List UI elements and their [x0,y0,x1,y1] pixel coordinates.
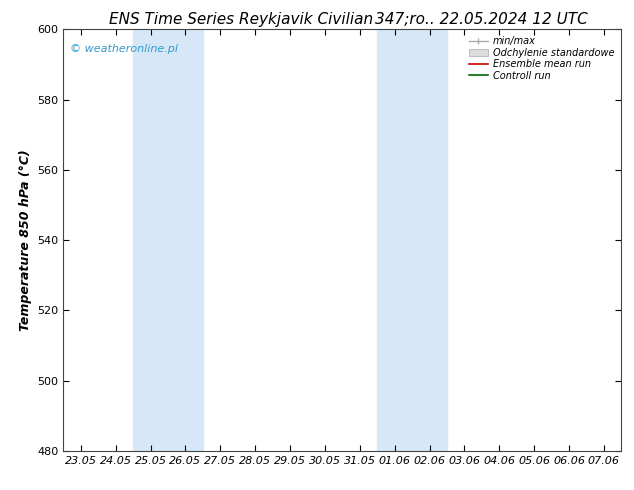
Bar [377,29,447,451]
Bar [133,29,203,451]
Text: © weatheronline.pl: © weatheronline.pl [70,44,178,54]
Y-axis label: Temperature 850 hPa (°C): Temperature 850 hPa (°C) [19,149,32,331]
Text: ENS Time Series Reykjavik Civilian: ENS Time Series Reykjavik Civilian [109,12,373,27]
Text: 347;ro.. 22.05.2024 12 UTC: 347;ro.. 22.05.2024 12 UTC [375,12,588,27]
Legend: min/max, Odchylenie standardowe, Ensemble mean run, Controll run: min/max, Odchylenie standardowe, Ensembl… [467,34,616,82]
